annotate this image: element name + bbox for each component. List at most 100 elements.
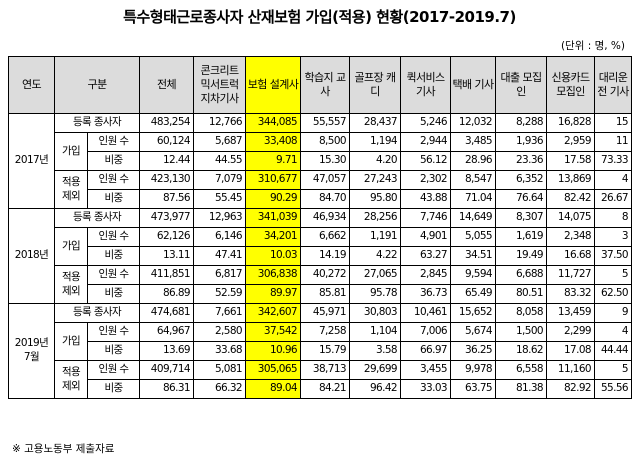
table-cell: 8,307 <box>495 208 548 228</box>
table-cell: 341,039 <box>245 208 302 228</box>
row-label-count: 인원 수 <box>86 322 141 342</box>
table-cell: 37.50 <box>594 246 633 266</box>
table-cell: 95.78 <box>349 284 402 304</box>
table-cell: 13.69 <box>139 341 195 361</box>
table-cell: 4.20 <box>349 151 402 171</box>
table-cell: 62.50 <box>594 284 633 304</box>
table-cell: 66.32 <box>193 379 247 399</box>
table-cell: 12,032 <box>450 113 497 133</box>
row-label-count: 인원 수 <box>86 132 141 152</box>
table-cell: 83.32 <box>546 284 596 304</box>
table-row: 2018년 등록 종사자 473,977 12,963 341,039 46,934 28,… <box>8 208 633 304</box>
table-cell: 55.56 <box>594 379 633 399</box>
table-cell: 11,727 <box>546 265 596 285</box>
group-label-join: 가입 <box>54 227 88 266</box>
table-cell: 6,662 <box>300 227 351 247</box>
table-cell: 14.19 <box>300 246 351 266</box>
table-cell: 423,130 <box>139 170 195 190</box>
table-cell: 19.49 <box>495 246 548 266</box>
table-row: 비중 87.56 55.45 90.29 84.70 95.80 43.88 71.04 76.… <box>9 189 633 209</box>
table-cell: 2,580 <box>193 322 247 342</box>
table-cell: 71.04 <box>450 189 497 209</box>
row-label-registered: 등록 종사자 <box>53 113 141 133</box>
table-cell: 310,677 <box>245 170 302 190</box>
group-label-exempt: 적용 제외 <box>54 265 88 304</box>
table-cell: 10,461 <box>400 303 452 323</box>
table-cell: 13,869 <box>546 170 596 190</box>
table-cell: 86.31 <box>139 379 195 399</box>
row-label-registered: 등록 종사자 <box>53 303 141 323</box>
table-cell: 14,075 <box>546 208 596 228</box>
table-row: 2017년 등록 종사자 483,254 12,766 344,085 55,557 28,… <box>8 113 633 209</box>
table-cell: 5,246 <box>400 113 452 133</box>
header-col: 택배 기사 <box>450 56 497 114</box>
table-cell: 73.33 <box>594 151 633 171</box>
table-cell: 23.36 <box>495 151 548 171</box>
row-label-ratio: 비중 <box>86 189 141 209</box>
table-cell: 5 <box>594 360 633 380</box>
row-label-count: 인원 수 <box>86 360 141 380</box>
table-cell: 8 <box>594 208 633 228</box>
group-label-exempt: 적용 제외 <box>54 170 88 209</box>
row-label-ratio: 비중 <box>86 341 141 361</box>
table-cell: 6,352 <box>495 170 548 190</box>
table-row: 적용 제외 인원 수 411,851 6,817 306,838 40,272 27,065… <box>9 265 633 304</box>
table-cell: 14,649 <box>450 208 497 228</box>
table-cell: 27,065 <box>349 265 402 285</box>
row-label-count: 인원 수 <box>86 227 141 247</box>
header-col: 학습지 교사 <box>300 56 351 114</box>
table-cell: 306,838 <box>245 265 302 285</box>
table-cell: 52.59 <box>193 284 247 304</box>
table-cell: 7,006 <box>400 322 452 342</box>
table-cell: 18.62 <box>495 341 548 361</box>
table-cell: 62,126 <box>139 227 195 247</box>
header-col: 대리운전 기사 <box>594 56 633 114</box>
table-cell: 10.03 <box>245 246 302 266</box>
table-cell: 63.75 <box>450 379 497 399</box>
table-cell: 8,058 <box>495 303 548 323</box>
table-cell: 2,348 <box>546 227 596 247</box>
header-year: 연도 <box>8 56 55 114</box>
insurance-table: 연도 구분 전체 콘크리트 믹서트럭 지차기사 보험 설계사 학습지 교사 골프… <box>8 56 633 399</box>
table-cell: 17.08 <box>546 341 596 361</box>
table-cell: 81.38 <box>495 379 548 399</box>
table-cell: 344,085 <box>245 113 302 133</box>
table-cell: 55,557 <box>300 113 351 133</box>
table-cell: 15.30 <box>300 151 351 171</box>
table-cell: 6,817 <box>193 265 247 285</box>
table-cell: 28,256 <box>349 208 402 228</box>
table-cell: 4 <box>594 322 633 342</box>
row-label-ratio: 비중 <box>86 284 141 304</box>
table-cell: 5,674 <box>450 322 497 342</box>
table-cell: 34.51 <box>450 246 497 266</box>
year-label: 2018년 <box>8 208 55 304</box>
table-cell: 16,828 <box>546 113 596 133</box>
table-cell: 12,963 <box>193 208 247 228</box>
table-row: 적용 제외 인원 수 423,130 7,079 310,677 47,057 27,243… <box>9 170 633 209</box>
table-cell: 29,699 <box>349 360 402 380</box>
table-cell: 10.96 <box>245 341 302 361</box>
table-cell: 13.11 <box>139 246 195 266</box>
table-cell: 2,845 <box>400 265 452 285</box>
table-cell: 305,065 <box>245 360 302 380</box>
table-row: 적용 제외 인원 수 409,714 5,081 305,065 38,713 29,699… <box>9 360 633 399</box>
table-cell: 44.55 <box>193 151 247 171</box>
table-cell: 76.64 <box>495 189 548 209</box>
header-col: 퀵서비스 기사 <box>400 56 452 114</box>
table-cell: 474,681 <box>139 303 195 323</box>
table-cell: 342,607 <box>245 303 302 323</box>
row-label-ratio: 비중 <box>86 151 141 171</box>
table-cell: 40,272 <box>300 265 351 285</box>
table-cell: 44.44 <box>594 341 633 361</box>
unit-label: (단위 : 명, %) <box>560 40 625 52</box>
table-cell: 13,459 <box>546 303 596 323</box>
table-cell: 5,055 <box>450 227 497 247</box>
header-col: 콘크리트 믹서트럭 지차기사 <box>193 56 247 114</box>
table-cell: 6,688 <box>495 265 548 285</box>
table-row: 가입 인원 수 60,124 5,687 33,408 8,500 1,194 2,944 3,… <box>9 132 633 171</box>
header-row: 연도 구분 전체 콘크리트 믹서트럭 지차기사 보험 설계사 학습지 교사 골프… <box>8 56 633 114</box>
table-cell: 46,934 <box>300 208 351 228</box>
table-cell: 43.88 <box>400 189 452 209</box>
row-label-count: 인원 수 <box>86 170 141 190</box>
table-cell: 60,124 <box>139 132 195 152</box>
